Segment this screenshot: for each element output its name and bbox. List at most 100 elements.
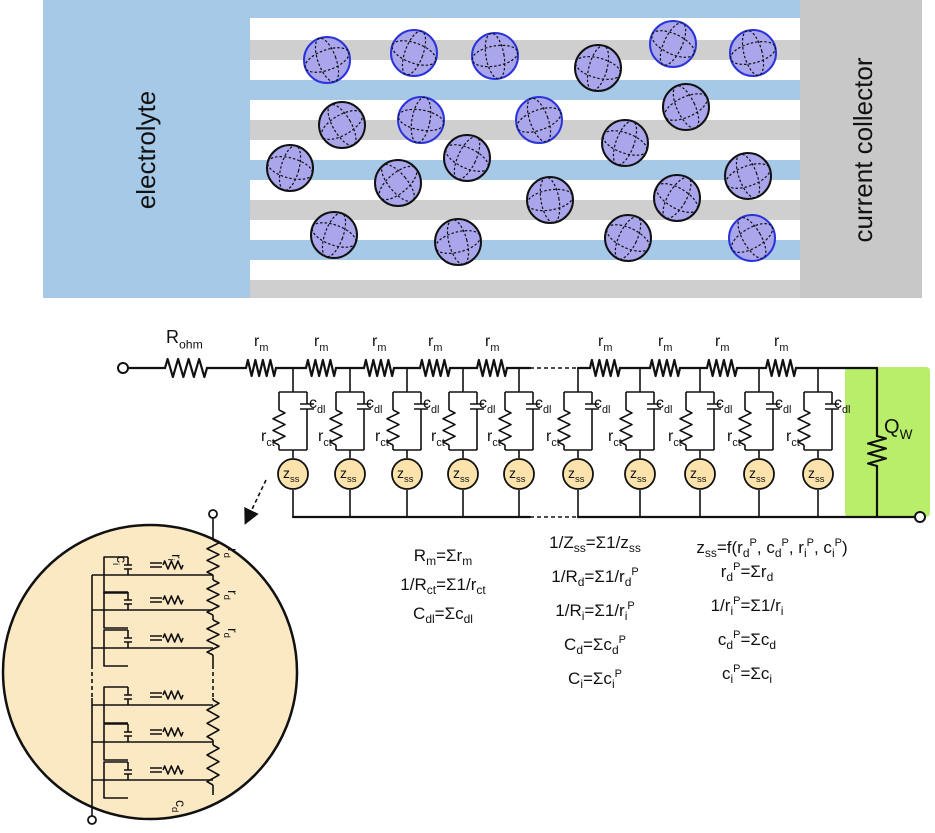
particle-meridian [586,45,610,91]
particle [604,214,652,262]
inset-capacitor [124,687,132,705]
inset-circle [1,523,299,821]
particle-equator [471,44,519,68]
rct-label: rct [431,428,445,449]
equations-column-3: rdP=Σrd 1/riP=Σ1/ri cdP=Σcd ciP=Σci [672,555,822,691]
particle-equator [311,222,357,248]
branch-wire [504,368,534,410]
particle [374,159,422,207]
rct-resistor [797,409,811,446]
cdl-label: cdl [775,395,791,416]
particle-meridian [614,216,642,260]
zss-circle [562,458,594,490]
particle [526,176,574,224]
particle-body [729,29,777,77]
rct-resistor [386,409,400,446]
rm-label: rm [314,333,328,354]
equation-line: cdP=Σcd [717,629,777,652]
particle-meridian [539,176,561,224]
zss-element: zss [447,458,479,490]
branch-wire [563,368,593,410]
particle-meridian [381,163,415,203]
particle-equator [730,41,776,65]
inset-cd-capacitor [150,729,162,735]
pore-stripe [250,240,800,260]
particle-equator [730,223,774,253]
particle-meridian [446,219,470,265]
branch-wire [278,368,308,410]
particle-body [318,101,366,149]
particle-meridian [321,212,347,258]
particle-meridian [327,103,357,147]
rm-label: rm [428,333,442,354]
particle [390,29,438,77]
inset-ri-resistor [162,595,184,605]
current-collector-region [800,0,922,298]
equation-line: ciP=Σci [721,663,773,686]
equation-line: 1/Zss=Σ1/zss [549,533,641,555]
rct-resistor [679,409,693,446]
particle [653,174,701,222]
particle-body [303,36,351,84]
branch-wire [803,445,832,517]
inset-capacitor [124,592,132,610]
particle [443,134,491,182]
particle-inset: ci ri rd rd rd cd [1,479,299,825]
rm-resistor [362,358,396,378]
particle [601,119,649,167]
particle-meridian [526,97,552,143]
rct-label: rct [261,428,275,449]
pore-stripe [250,160,800,180]
particle [471,32,519,80]
branch-wire [563,445,592,517]
cdl-label: cdl [366,395,382,416]
zss-label: zss [283,465,300,485]
branch-wire [625,445,654,517]
particle-meridian [453,136,481,180]
inset-capacitor [124,630,132,648]
equation-line: 1/Rd=Σ1/rdP [551,566,639,589]
particle-equator [435,230,481,254]
particle-body [310,211,358,259]
zss-element: zss [802,458,834,490]
particle-body [471,32,519,80]
rct-label: rct [727,428,741,449]
particle-body [266,144,314,192]
rm-resistor [418,358,452,378]
rct-label: rct [786,428,800,449]
cdl-capacitor [585,403,599,450]
branch-wire [448,368,478,410]
rct-label: rct [318,428,332,449]
inset-cd-capacitor [150,635,162,641]
equation-line: Ci=ΣciP [568,668,622,691]
branch-wire [685,445,714,517]
branch-wire [504,445,533,517]
rct-label: rct [546,428,560,449]
pore-stripe [250,0,800,18]
equation-line: 1/riP=Σ1/ri [710,595,784,618]
inset-rd-label: rd [221,590,241,600]
inset-rd-resistor [206,619,220,656]
cdl-capacitor [357,403,371,450]
rm-resistor [764,358,798,378]
rm-label: rm [372,333,386,354]
cdl-label: cdl [716,395,732,416]
transmission-line-circuit: zss zss zss zss zss zss zss zss zss zss Rohm rm rm r… [117,327,930,523]
zss-label: zss [340,465,357,485]
cdl-label: cdl [309,395,325,416]
rct-resistor [329,409,343,446]
zss-label: zss [630,465,647,485]
particle [728,214,776,262]
inset-branch-frame [103,629,128,667]
particle [434,218,482,266]
rm-label: rm [485,333,499,354]
terminal-right [914,511,926,523]
rm-resistor [244,358,278,378]
branch-wire [625,368,655,410]
inset-ri-resistor [162,560,184,570]
particle-body [443,134,491,182]
rct-resistor [738,409,752,446]
inset-ci-label: ci [110,556,130,565]
zss-label: zss [808,465,825,485]
rm-resistor [304,358,338,378]
